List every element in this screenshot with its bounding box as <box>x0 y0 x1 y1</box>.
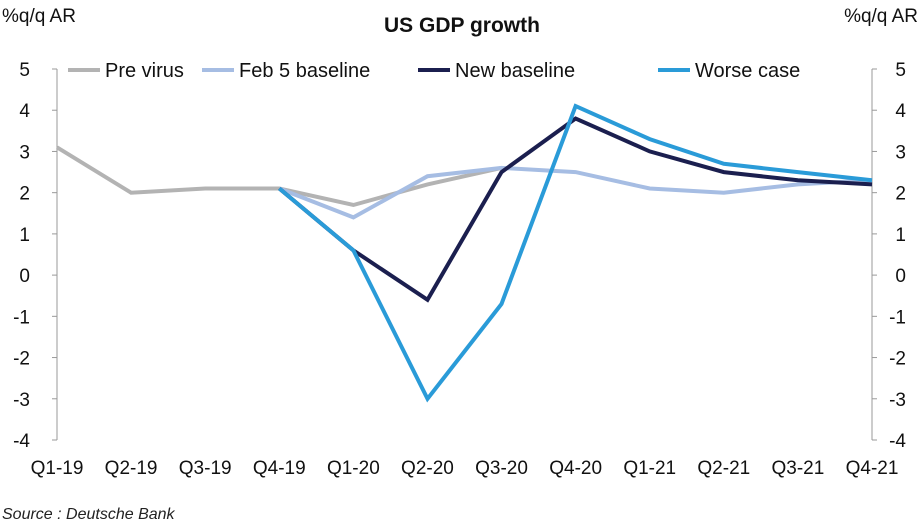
right-y-tick-label: -4 <box>889 431 906 452</box>
x-tick-label: Q2-21 <box>697 458 750 479</box>
right-y-tick-label: 0 <box>895 266 906 287</box>
series-line-new-baseline <box>278 116 873 303</box>
right-y-tick-label: 4 <box>895 101 906 122</box>
x-tick-label: Q3-21 <box>772 458 825 479</box>
left-y-tick-label: 5 <box>19 60 30 81</box>
right-y-tick-label: -1 <box>889 307 906 328</box>
source-note: Source : Deutsche Bank <box>2 506 175 523</box>
x-tick-label: Q2-20 <box>401 458 454 479</box>
x-tick-label: Q1-20 <box>327 458 380 479</box>
left-y-tick-label: -3 <box>13 390 30 411</box>
axes: 5 54 43 32 21 10 0-1 -1-2 -2-3 -3-4 -4Q1-19 Q2-19 Q3… <box>13 60 906 479</box>
left-y-tick-label: 4 <box>19 101 30 122</box>
x-tick-label: Q4-19 <box>253 458 306 479</box>
legend: Pre virus Feb 5 baseline New baseline Worse… <box>68 60 800 82</box>
left-axis-unit: %q/q AR <box>2 6 76 27</box>
left-y-tick-label: 1 <box>19 225 30 246</box>
right-axis-unit: %q/q AR <box>844 6 918 27</box>
right-y-tick-label: 3 <box>895 142 906 163</box>
right-y-tick-label: -2 <box>889 349 906 370</box>
x-tick-label: Q4-20 <box>549 458 602 479</box>
series-lines <box>55 103 873 403</box>
x-tick-label: Q1-21 <box>623 458 676 479</box>
right-y-tick-label: 2 <box>895 184 906 205</box>
left-y-tick-label: -4 <box>13 431 30 452</box>
series-line-feb-5-baseline <box>278 165 873 220</box>
right-y-tick-label: 1 <box>895 225 906 246</box>
legend-label: Pre virus <box>105 60 184 82</box>
legend-label: Worse case <box>695 60 800 82</box>
legend-label: Feb 5 baseline <box>239 60 370 82</box>
left-y-tick-label: 2 <box>19 184 30 205</box>
left-y-tick-label: -1 <box>13 307 30 328</box>
chart-title: US GDP growth <box>384 14 540 37</box>
right-y-tick-label: -3 <box>889 390 906 411</box>
left-y-tick-label: 3 <box>19 142 30 163</box>
x-tick-label: Q1-19 <box>31 458 84 479</box>
left-y-tick-label: -2 <box>13 349 30 370</box>
us-gdp-growth-chart: US GDP growth %q/q AR %q/q AR 5 5 4 4 3 3 2 2 1 1… <box>2 6 918 479</box>
x-tick-label: Q3-19 <box>179 458 232 479</box>
x-tick-label: Q3-20 <box>475 458 528 479</box>
series-line-worse-case <box>278 103 873 403</box>
right-y-tick-label: 5 <box>895 60 906 81</box>
legend-label: New baseline <box>455 60 575 82</box>
x-tick-label: Q4-21 <box>846 458 899 479</box>
left-y-tick-label: 0 <box>19 266 30 287</box>
x-tick-label: Q2-19 <box>105 458 158 479</box>
